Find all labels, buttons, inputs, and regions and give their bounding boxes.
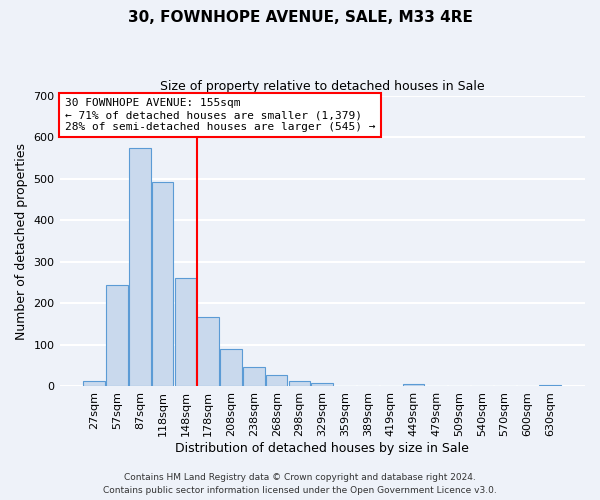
Text: Contains HM Land Registry data © Crown copyright and database right 2024.
Contai: Contains HM Land Registry data © Crown c… bbox=[103, 473, 497, 495]
Bar bbox=[220, 349, 242, 387]
Bar bbox=[403, 384, 424, 386]
Bar bbox=[539, 385, 561, 386]
X-axis label: Distribution of detached houses by size in Sale: Distribution of detached houses by size … bbox=[175, 442, 469, 455]
Bar bbox=[266, 375, 287, 386]
Bar bbox=[152, 182, 173, 386]
Bar bbox=[106, 286, 128, 386]
Bar bbox=[175, 278, 196, 386]
Bar bbox=[243, 367, 265, 386]
Bar bbox=[289, 380, 310, 386]
Bar bbox=[129, 148, 151, 386]
Title: Size of property relative to detached houses in Sale: Size of property relative to detached ho… bbox=[160, 80, 485, 93]
Text: 30 FOWNHOPE AVENUE: 155sqm
← 71% of detached houses are smaller (1,379)
28% of s: 30 FOWNHOPE AVENUE: 155sqm ← 71% of deta… bbox=[65, 98, 375, 132]
Bar bbox=[197, 316, 219, 386]
Y-axis label: Number of detached properties: Number of detached properties bbox=[15, 142, 28, 340]
Bar bbox=[311, 383, 333, 386]
Text: 30, FOWNHOPE AVENUE, SALE, M33 4RE: 30, FOWNHOPE AVENUE, SALE, M33 4RE bbox=[128, 10, 472, 25]
Bar bbox=[83, 382, 105, 386]
